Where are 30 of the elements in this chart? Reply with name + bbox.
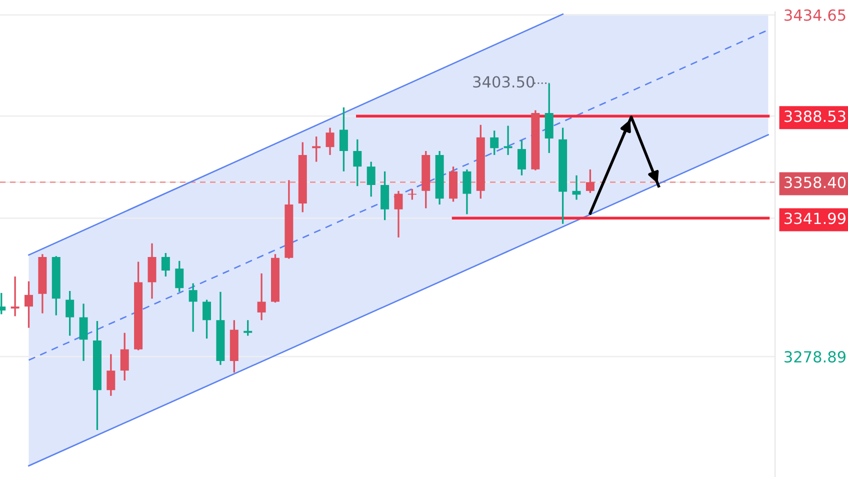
candlestick: [312, 136, 321, 163]
y-tick-label: 3434.65: [784, 9, 846, 21]
candlestick: [244, 319, 252, 337]
candlestick: [66, 290, 74, 337]
candlestick: [161, 252, 170, 278]
candlestick: [10, 276, 20, 318]
candlestick: [257, 272, 266, 321]
candlestick: [366, 160, 376, 198]
candlestick: [175, 260, 184, 293]
candlestick: [572, 174, 581, 201]
candlestick: [106, 353, 116, 397]
candlestick: [517, 139, 526, 176]
annotation: 3403.50: [473, 76, 534, 88]
candlestick: [394, 190, 403, 238]
candlestick: [504, 124, 512, 156]
candlestick: [326, 126, 334, 156]
candlestick: [202, 298, 212, 340]
candlestick: [353, 138, 362, 187]
candlestick: [24, 280, 33, 329]
candlestick: [79, 302, 88, 362]
candlestick: [490, 130, 499, 156]
candlestick: [188, 282, 198, 333]
candlestick: [339, 106, 348, 172]
y-tick-label: 3341.99: [784, 212, 846, 224]
candlestick: [462, 168, 472, 216]
candlestick: [586, 168, 594, 194]
y-tick-label: 3358.40: [784, 176, 846, 188]
y-tick-label: 3278.89: [784, 351, 846, 363]
candlestick: [120, 332, 129, 382]
y-tick-label: 3388.53: [784, 110, 846, 122]
